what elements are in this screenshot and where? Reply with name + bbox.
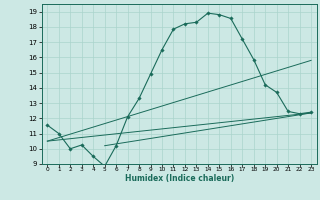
X-axis label: Humidex (Indice chaleur): Humidex (Indice chaleur) (124, 174, 234, 183)
